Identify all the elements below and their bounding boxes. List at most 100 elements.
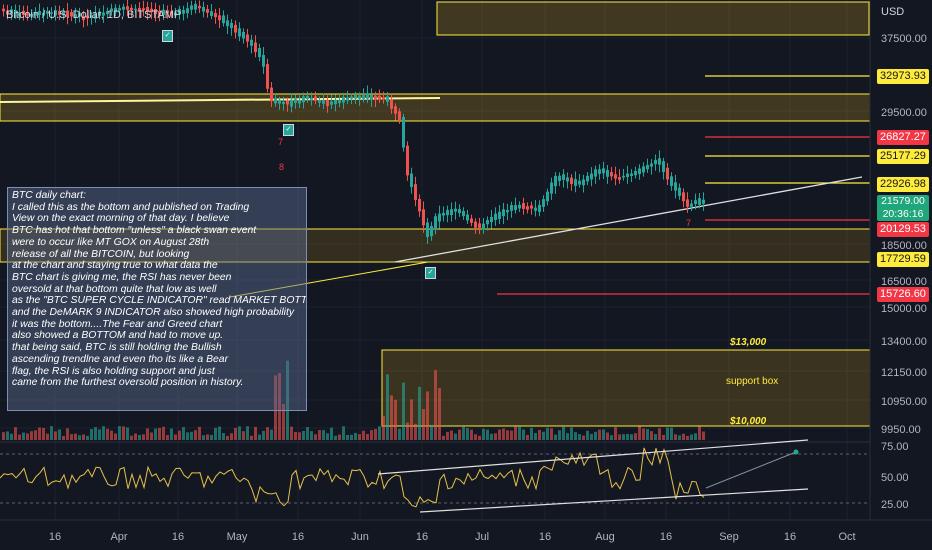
volume-bar [374, 428, 377, 440]
rsi-trendline [419, 488, 809, 513]
volume-bar [694, 433, 697, 440]
candle-body [434, 216, 437, 230]
volume-bar [446, 431, 449, 440]
volume-bar [266, 427, 269, 440]
volume-bar [46, 433, 49, 440]
volume-bar [134, 433, 137, 440]
volume-bar [86, 435, 89, 440]
volume-bar [542, 431, 545, 440]
volume-bar [642, 428, 645, 440]
volume-bar [202, 435, 205, 440]
volume-bar [442, 435, 445, 440]
volume-bar [318, 430, 321, 440]
candle-body [226, 20, 229, 27]
candle-body [598, 169, 601, 174]
volume-bar [6, 431, 9, 440]
candle-body [422, 209, 425, 226]
x-axis-label: 16 [48, 531, 62, 543]
candle-body [178, 8, 181, 15]
analysis-note-box[interactable]: BTC daily chart: I called this as the bot… [7, 187, 307, 411]
candle-body [470, 218, 473, 223]
candle-body [282, 101, 285, 105]
volume-bar [230, 433, 233, 440]
volume-bar [658, 428, 661, 440]
volume-bar [638, 426, 641, 440]
candle-body [242, 31, 245, 39]
candle-body [334, 99, 337, 105]
ascending-trendline [394, 176, 863, 263]
volume-bar [518, 426, 521, 440]
candle-body [58, 10, 61, 15]
candle-body [318, 99, 321, 103]
y-axis-label: 37500.00 [881, 33, 927, 45]
volume-bar [98, 429, 101, 440]
volume-bar [250, 435, 253, 440]
candle-body [86, 15, 89, 19]
candle-body [642, 166, 645, 173]
candle-body [82, 16, 85, 21]
volume-bar [310, 431, 313, 440]
candle-body [686, 199, 689, 207]
x-axis-label: 16 [415, 531, 429, 543]
support-box [381, 349, 871, 427]
candle-body [262, 54, 265, 67]
candle-body [286, 100, 289, 105]
volume-bar [478, 435, 481, 440]
volume-bar [130, 435, 133, 440]
volume-bar [258, 434, 261, 440]
candle-body [558, 175, 561, 181]
note-line: it was the bottom....The Fear and Greed … [12, 318, 223, 330]
candle-body [394, 106, 397, 114]
candle-body [210, 11, 213, 17]
volume-bar [474, 434, 477, 440]
candle-body [274, 98, 277, 104]
candle-body [270, 87, 273, 102]
candle-body [162, 9, 165, 15]
candle-body [546, 191, 549, 202]
volume-bar [534, 432, 537, 440]
note-line: oversold at that bottom quite that low a… [12, 283, 217, 295]
volume-bar [214, 427, 217, 440]
volume-bar [370, 430, 373, 440]
candle-body [230, 22, 233, 29]
volume-bar [322, 430, 325, 440]
candle-body [62, 11, 65, 16]
candle-body [118, 8, 121, 11]
candle-body [30, 13, 33, 17]
candle-body [534, 207, 537, 211]
volume-bar [550, 428, 553, 440]
volume-bar [90, 429, 93, 440]
volume-bar [690, 434, 693, 440]
candle-body [610, 172, 613, 177]
volume-bar [414, 423, 417, 440]
y-axis-label: 12150.00 [881, 367, 927, 379]
candle-body [66, 10, 69, 17]
volume-bar [434, 370, 437, 440]
note-line: BTC daily chart: [12, 190, 86, 201]
chart-title[interactable]: Bitcoin / U.S. Dollar, 1D, BITSTAMP [6, 9, 182, 21]
volume-bar [110, 430, 113, 440]
candle-body [550, 182, 553, 194]
volume-bar [314, 434, 317, 440]
candle-body [678, 187, 681, 196]
volume-bar [506, 430, 509, 440]
volume-bar [634, 433, 637, 440]
volume-bar [402, 382, 405, 440]
candle-body [650, 163, 653, 167]
candle-body [630, 173, 633, 176]
td-count-seven-recent: 7 [686, 218, 692, 228]
volume-bar [226, 435, 229, 440]
candle-body [2, 8, 5, 12]
candle-body [438, 213, 441, 222]
candle-body [166, 10, 169, 14]
volume-bar [150, 432, 153, 440]
candle-body [542, 199, 545, 207]
candle-body [570, 177, 573, 185]
volume-bar [562, 426, 565, 440]
volume-bar [246, 426, 249, 440]
volume-bar [626, 433, 629, 440]
candle-body [186, 8, 189, 14]
candle-body [46, 11, 49, 14]
volume-bar [430, 424, 433, 440]
